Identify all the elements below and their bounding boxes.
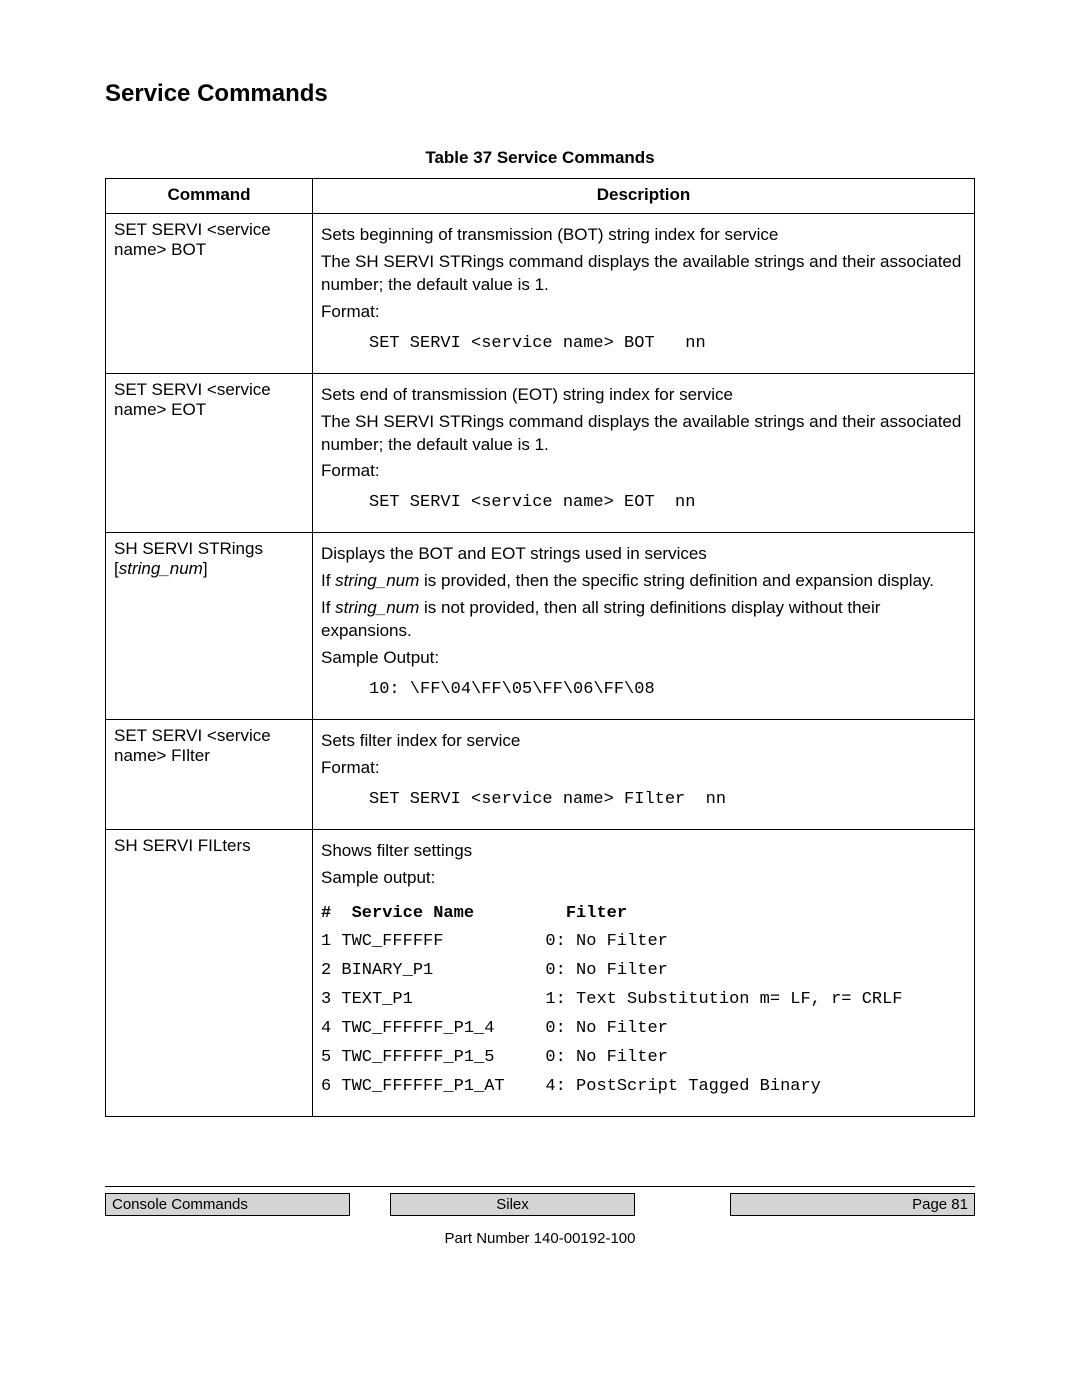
footer-mid: Silex (390, 1193, 635, 1216)
table-row: SET SERVI <service name> EOT Sets end of … (106, 373, 975, 533)
desc-line: Sets end of transmission (EOT) string in… (321, 384, 966, 407)
cell-command: SET SERVI <service name> BOT (106, 214, 313, 374)
desc-line: Sets filter index for service (321, 730, 966, 753)
table-row: SH SERVI STRings [string_num] Displays th… (106, 533, 975, 720)
cell-command: SH SERVI FILters (106, 829, 313, 1116)
desc-line: Sample output: (321, 867, 966, 890)
filter-output: # Service Name Filter 1 TWC_FFFFFF 0: No… (321, 900, 966, 1102)
desc-line: Displays the BOT and EOT strings used in… (321, 543, 966, 566)
page: Service Commands Table 37 Service Comman… (0, 0, 1080, 1397)
table-row: SET SERVI <service name> FIlterSets filt… (106, 719, 975, 829)
table-row: SH SERVI FILters Shows filter settings Sam… (106, 829, 975, 1116)
desc-line: Format: (321, 301, 966, 324)
col-header-description: Description (313, 179, 975, 214)
code-sample: 10: \FF\04\FF\05\FF\06\FF\08 (369, 676, 966, 705)
cell-description: Sets end of transmission (EOT) string in… (313, 373, 975, 533)
code-sample: SET SERVI <service name> FIlter nn (369, 786, 966, 815)
cell-description: Displays the BOT and EOT strings used in… (313, 533, 975, 720)
desc-line: Format: (321, 757, 966, 780)
cell-description: Sets beginning of transmission (BOT) str… (313, 214, 975, 374)
cell-description: Sets filter index for service Format: SET … (313, 719, 975, 829)
table-row: SET SERVI <service name> BOT Sets beginni… (106, 214, 975, 374)
footer-left: Console Commands (105, 1193, 350, 1216)
section-title: Service Commands (105, 80, 975, 108)
cell-command: SET SERVI <service name> EOT (106, 373, 313, 533)
desc-line: Sample Output: (321, 647, 966, 670)
cell-description: Shows filter settings Sample output: # Ser… (313, 829, 975, 1116)
desc-line: Sets beginning of transmission (BOT) str… (321, 224, 966, 247)
desc-line: Shows filter settings (321, 840, 966, 863)
col-header-command: Command (106, 179, 313, 214)
cell-command: SET SERVI <service name> FIlter (106, 719, 313, 829)
code-sample: SET SERVI <service name> BOT nn (369, 330, 966, 359)
desc-line: If string_num is not provided, then all … (321, 597, 966, 643)
desc-line: Format: (321, 460, 966, 483)
code-sample: SET SERVI <service name> EOT nn (369, 489, 966, 518)
table-header-row: Command Description (106, 179, 975, 214)
page-footer: Console Commands Silex Page 81 Part Numb… (105, 1186, 975, 1247)
desc-line: The SH SERVI STRings command displays th… (321, 251, 966, 297)
cell-command: SH SERVI STRings [string_num] (106, 533, 313, 720)
footer-right: Page 81 (730, 1193, 975, 1216)
table-caption: Table 37 Service Commands (105, 148, 975, 168)
desc-line: The SH SERVI STRings command displays th… (321, 411, 966, 457)
footer-partnum: Part Number 140-00192-100 (105, 1230, 975, 1247)
commands-table: Command Description SET SERVI <service n… (105, 178, 975, 1117)
desc-line: If string_num is provided, then the spec… (321, 570, 966, 593)
